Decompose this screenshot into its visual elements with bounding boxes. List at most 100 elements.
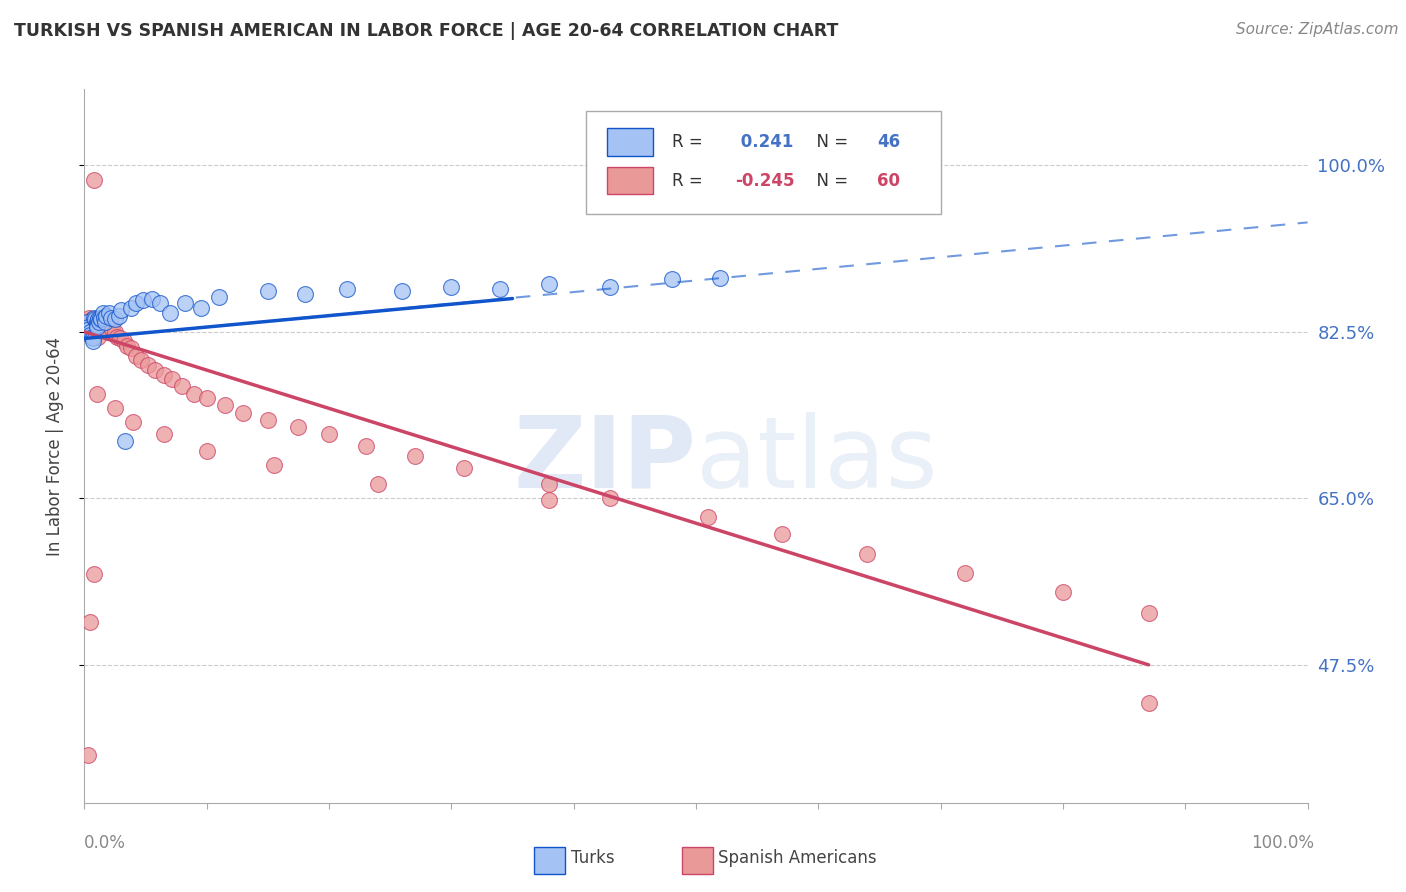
- Point: [208, 290, 231, 304]
- Point: [162, 372, 184, 386]
- Point: [110, 302, 132, 317]
- Point: [82, 331, 104, 345]
- Text: -0.245: -0.245: [735, 171, 794, 189]
- Point: [86, 322, 108, 336]
- Text: 100.0%: 100.0%: [1251, 834, 1315, 852]
- Point: [91, 306, 114, 320]
- Point: [96, 309, 118, 323]
- Point: [90, 312, 112, 326]
- Point: [82, 315, 104, 329]
- Point: [173, 296, 195, 310]
- Point: [100, 310, 122, 325]
- Text: TURKISH VS SPANISH AMERICAN IN LABOR FORCE | AGE 20-64 CORRELATION CHART: TURKISH VS SPANISH AMERICAN IN LABOR FOR…: [14, 22, 838, 40]
- Text: 46: 46: [877, 133, 900, 151]
- Point: [77, 320, 100, 334]
- Point: [77, 310, 100, 325]
- Point: [114, 434, 136, 449]
- Point: [453, 461, 475, 475]
- Point: [440, 280, 463, 294]
- Text: R =: R =: [672, 133, 707, 151]
- Point: [83, 310, 105, 325]
- Point: [86, 325, 108, 339]
- Point: [1137, 696, 1160, 710]
- Point: [336, 282, 359, 296]
- Point: [129, 353, 152, 368]
- Point: [856, 547, 879, 561]
- Point: [125, 296, 148, 310]
- Text: Source: ZipAtlas.com: Source: ZipAtlas.com: [1236, 22, 1399, 37]
- Text: N =: N =: [806, 171, 853, 189]
- Point: [98, 315, 121, 329]
- Point: [76, 315, 98, 329]
- Point: [79, 325, 101, 339]
- Text: atlas: atlas: [696, 412, 938, 508]
- Point: [93, 315, 115, 329]
- Point: [80, 329, 103, 343]
- Point: [1137, 606, 1160, 620]
- Point: [125, 349, 148, 363]
- Point: [97, 310, 120, 325]
- Point: [77, 322, 100, 336]
- FancyBboxPatch shape: [586, 111, 941, 214]
- Point: [112, 334, 135, 349]
- Point: [87, 312, 110, 326]
- Point: [132, 293, 155, 308]
- Point: [100, 320, 122, 334]
- Point: [172, 379, 194, 393]
- Text: ZIP: ZIP: [513, 412, 696, 508]
- Point: [153, 426, 176, 441]
- Point: [661, 272, 683, 286]
- Point: [318, 426, 340, 441]
- Point: [953, 566, 976, 580]
- Point: [79, 327, 101, 342]
- Point: [96, 322, 118, 336]
- Bar: [606, 128, 654, 155]
- Point: [90, 318, 112, 333]
- Point: [77, 748, 100, 763]
- Point: [87, 315, 110, 329]
- Point: [105, 329, 128, 343]
- Bar: [606, 167, 654, 194]
- Point: [195, 443, 218, 458]
- Point: [101, 322, 124, 336]
- Point: [697, 510, 720, 524]
- Point: [120, 301, 142, 315]
- Point: [149, 296, 172, 310]
- Point: [391, 284, 413, 298]
- Point: [367, 477, 389, 491]
- Point: [159, 306, 181, 320]
- Point: [214, 398, 236, 412]
- Point: [232, 406, 254, 420]
- Point: [143, 363, 166, 377]
- Point: [709, 270, 731, 285]
- Point: [82, 334, 104, 349]
- Point: [599, 491, 621, 506]
- Point: [538, 477, 561, 491]
- Text: Spanish Americans: Spanish Americans: [718, 849, 877, 867]
- Point: [115, 339, 138, 353]
- Point: [89, 315, 111, 329]
- Point: [87, 329, 110, 343]
- Point: [107, 309, 129, 323]
- Point: [83, 567, 105, 582]
- Point: [93, 310, 115, 325]
- Text: 0.241: 0.241: [735, 133, 793, 151]
- Point: [97, 306, 120, 320]
- Point: [257, 284, 280, 298]
- Point: [84, 312, 107, 326]
- Point: [104, 401, 127, 415]
- Point: [91, 320, 114, 334]
- Point: [538, 493, 561, 508]
- Text: N =: N =: [806, 133, 853, 151]
- Point: [104, 325, 127, 339]
- Point: [538, 277, 561, 292]
- Point: [190, 301, 212, 315]
- Point: [79, 615, 101, 629]
- Point: [84, 320, 107, 334]
- Text: R =: R =: [672, 171, 707, 189]
- Point: [89, 310, 111, 325]
- Point: [287, 420, 309, 434]
- Point: [87, 312, 110, 326]
- Point: [136, 358, 159, 372]
- Point: [83, 172, 105, 186]
